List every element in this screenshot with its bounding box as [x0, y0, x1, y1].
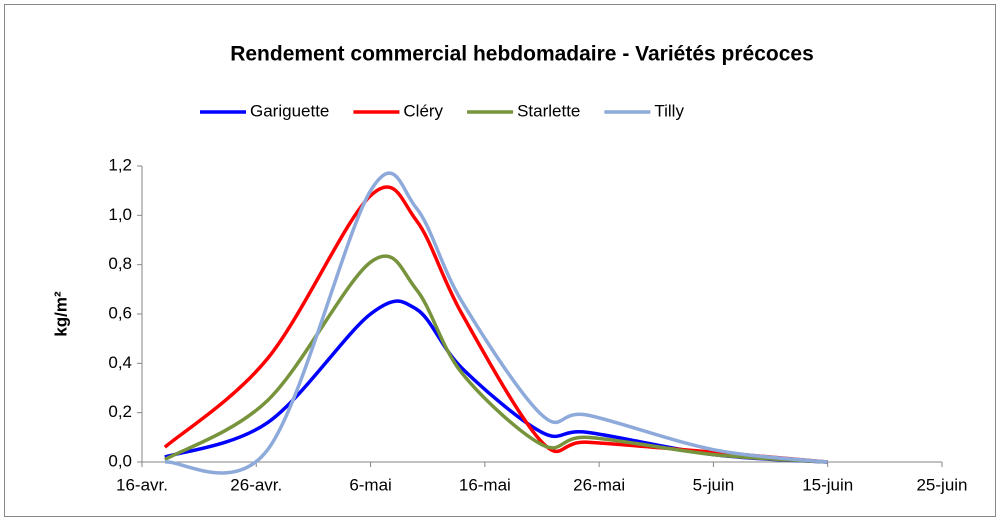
y-tick-label: 0,0: [108, 451, 132, 470]
legend-label: Gariguette: [250, 101, 329, 120]
y-tick-label: 0,6: [108, 303, 132, 322]
legend-label: Tilly: [654, 101, 684, 120]
legend-label: Starlette: [517, 101, 580, 120]
x-tick-label: 16-mai: [459, 475, 511, 494]
x-tick-label: 16-avr.: [116, 475, 168, 494]
x-tick-label: 15-juin: [802, 475, 853, 494]
x-tick-label: 26-mai: [573, 475, 625, 494]
chart-frame: [4, 4, 996, 517]
y-tick-label: 1,0: [108, 205, 132, 224]
legend-label: Cléry: [403, 101, 443, 120]
series-line: [163, 254, 828, 464]
x-tick-label: 26-avr.: [230, 475, 282, 494]
chart-title: Rendement commercial hebdomadaire - Vari…: [230, 43, 814, 66]
x-tick-label: 5-juin: [693, 475, 735, 494]
y-axis-title: kg/m²: [51, 291, 70, 337]
y-tick-label: 1,2: [108, 155, 132, 174]
y-tick-label: 0,2: [108, 402, 132, 421]
x-tick-label: 6-mai: [349, 475, 392, 494]
y-tick-label: 0,4: [108, 353, 132, 372]
x-tick-label: 25-juin: [916, 475, 967, 494]
series-line: [164, 171, 828, 475]
y-tick-label: 0,8: [108, 254, 132, 273]
